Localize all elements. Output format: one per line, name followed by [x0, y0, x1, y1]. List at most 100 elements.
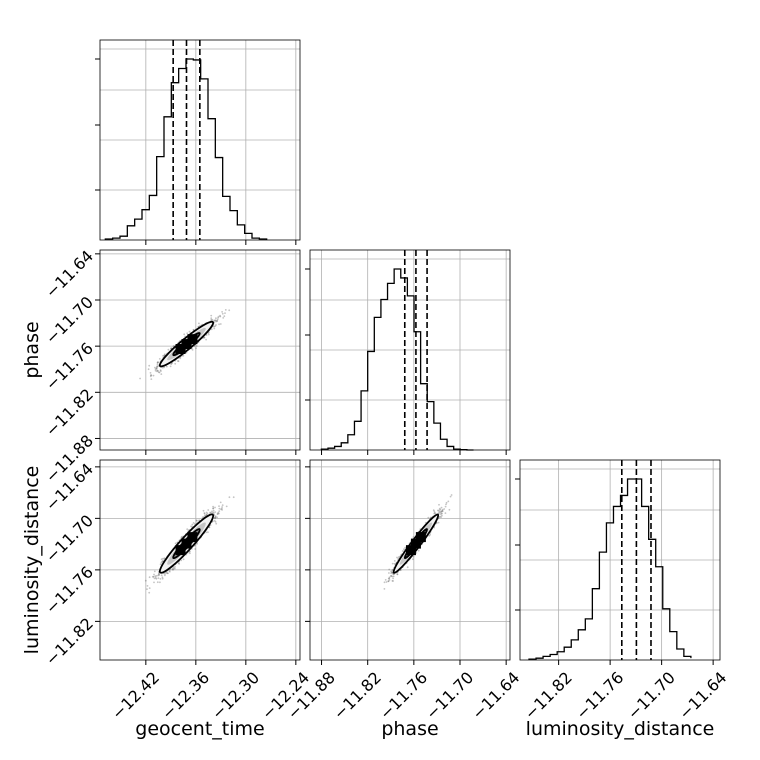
scatter-point — [440, 512, 442, 514]
scatter-point — [157, 361, 160, 364]
scatter-point — [429, 516, 432, 519]
scatter-point — [390, 570, 392, 573]
scatter-point — [146, 585, 149, 587]
scatter-point — [150, 378, 153, 380]
scatter-point — [158, 358, 161, 360]
scatter-point — [211, 318, 214, 321]
scatter-point — [392, 573, 394, 575]
scatter-point — [162, 557, 164, 560]
scatter-point — [388, 579, 391, 581]
scatter-point — [153, 577, 156, 580]
scatter-point — [212, 509, 215, 512]
scatter-point — [163, 366, 166, 369]
scatter-point — [212, 507, 215, 510]
scatter-point — [212, 511, 214, 514]
scatter-point — [219, 314, 221, 317]
scatter-point — [165, 572, 168, 574]
x-axis-title-luminosity-distance: luminosity_distance — [526, 718, 715, 740]
scatter-point — [383, 581, 386, 584]
scatter-panel-geocent_time-luminosity_distance: −11.82−11.76−11.70−11.64 — [42, 459, 301, 669]
scatter-point — [445, 503, 447, 506]
scatter-point — [155, 575, 158, 577]
scatter-point — [438, 511, 440, 513]
density-contours — [392, 513, 440, 574]
scatter-point — [172, 345, 175, 347]
x-tick-label: −11.64 — [675, 668, 730, 723]
scatter-point — [393, 573, 395, 575]
x-tick-label: −12.36 — [158, 668, 213, 723]
density-peak — [181, 339, 192, 350]
scatter-point — [398, 556, 400, 558]
scatter-point — [444, 505, 447, 508]
scatter-point — [214, 325, 217, 327]
scatter-point — [387, 577, 390, 580]
scatter-point — [186, 528, 189, 531]
scatter-point — [401, 550, 404, 552]
scatter-point — [166, 572, 169, 575]
scatter-point — [205, 334, 208, 336]
scatter-point — [439, 508, 442, 511]
scatter-point — [440, 506, 443, 509]
x-axis-title-phase: phase — [381, 718, 438, 740]
scatter-point — [429, 533, 431, 536]
y-axis-title-luminosity-distance: luminosity_distance — [21, 466, 43, 655]
scatter-point — [159, 369, 162, 371]
scatter-point — [172, 569, 174, 571]
scatter-point — [434, 512, 437, 515]
scatter-point — [148, 364, 151, 367]
scatter-point — [436, 509, 439, 512]
scatter-point — [218, 507, 221, 510]
scatter-point — [393, 560, 396, 562]
contour-line — [392, 513, 440, 574]
scatter-point — [159, 578, 162, 580]
scatter-point — [154, 576, 157, 579]
scatter-point — [153, 573, 155, 576]
scatter-point — [195, 519, 198, 522]
scatter-point — [149, 375, 152, 378]
scatter-point — [214, 517, 217, 520]
scatter-point — [156, 366, 158, 369]
scatter-point — [440, 510, 443, 513]
scatter-point — [160, 561, 163, 564]
scatter-point — [161, 577, 164, 580]
scatter-point — [171, 567, 174, 570]
x-axis-title-geocent-time: geocent_time — [135, 718, 264, 740]
scatter-point — [215, 522, 218, 525]
scatter-point — [438, 503, 440, 506]
contour-line — [172, 332, 201, 357]
contour-line — [158, 320, 215, 368]
scatter-point — [428, 534, 431, 537]
scatter-point — [218, 512, 220, 515]
scatter-point — [396, 573, 399, 576]
scatter-point — [214, 515, 217, 518]
scatter-point — [411, 558, 414, 561]
scatter-point — [213, 519, 216, 522]
y-tick-label: −11.70 — [42, 511, 97, 566]
scatter-point — [391, 571, 394, 574]
scatter-point — [180, 535, 183, 538]
scatter-point — [220, 508, 222, 511]
scatter-point — [449, 495, 452, 498]
scatter-point — [213, 325, 216, 328]
y-tick-label: −11.82 — [42, 614, 97, 669]
scatter-point — [212, 505, 215, 508]
scatter-point — [180, 559, 183, 562]
scatter-point — [174, 362, 177, 365]
scatter-point — [148, 587, 151, 589]
scatter-point — [166, 365, 168, 368]
scatter-point — [186, 332, 189, 335]
scatter-point — [160, 574, 163, 577]
scatter-point — [439, 511, 441, 513]
scatter-point — [396, 573, 399, 576]
scatter-point — [169, 568, 172, 571]
scatter-point — [195, 345, 198, 347]
scatter-point — [210, 511, 213, 514]
scatter-point — [183, 333, 186, 336]
scatter-point — [159, 581, 161, 584]
scatter-point — [384, 579, 387, 581]
scatter-point — [223, 315, 226, 318]
density-contours — [158, 320, 215, 368]
scatter-point — [167, 572, 169, 575]
scatter-point — [191, 349, 194, 351]
scatter-point — [392, 580, 394, 582]
